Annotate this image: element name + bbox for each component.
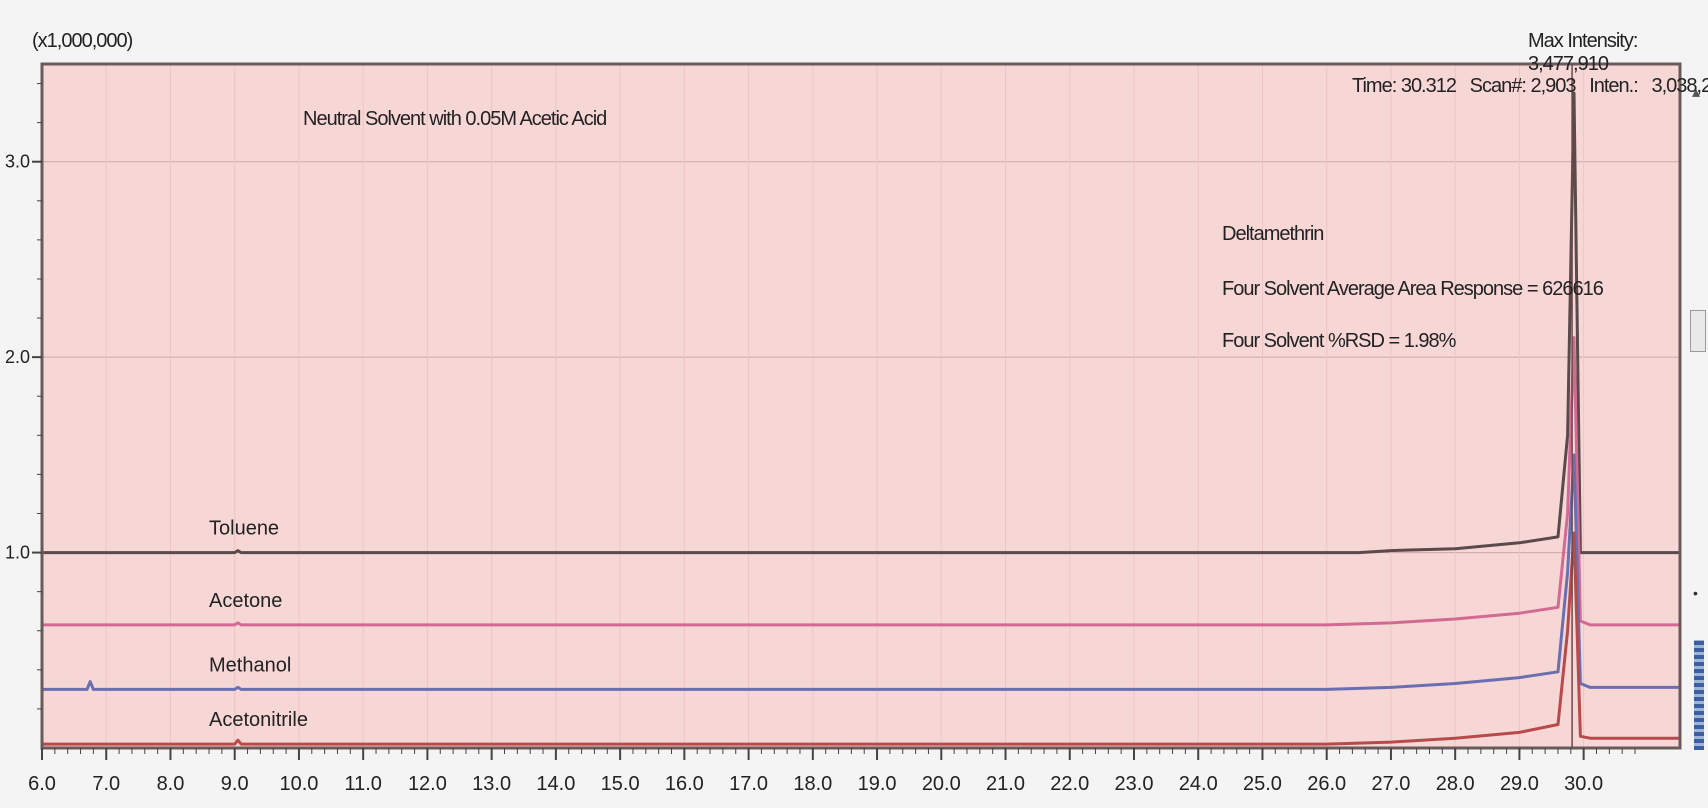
x-tick-label: 10.0 [279,773,318,795]
annotation-line-3: Four Solvent %RSD = 1.98% [1222,330,1456,352]
side-link-strip[interactable] [1694,640,1704,750]
series-label-acetonitrile: Acetonitrile [209,709,308,731]
grid-lines [41,64,1680,748]
x-tick-label: 22.0 [1050,773,1089,795]
x-tick-label: 27.0 [1371,773,1410,795]
chart-title: Neutral Solvent with 0.05M Acetic Acid [303,108,607,130]
side-scrollbar-thumb[interactable] [1690,310,1706,352]
x-tick-label: 16.0 [665,773,704,795]
plot-frame [40,62,1682,750]
x-tick-label: 25.0 [1243,773,1282,795]
x-tick-label: 21.0 [986,773,1025,795]
series-line-toluene [42,91,1680,555]
annotation-line-2: Four Solvent Average Area Response = 626… [1222,278,1604,300]
series-label-acetone: Acetone [209,590,282,612]
annotation-line-1: Deltamethrin [1222,223,1324,245]
side-marker-icon: • [1693,585,1698,601]
x-tick-label: 15.0 [601,773,640,795]
x-tick-label: 23.0 [1115,773,1154,795]
x-tick-label: 8.0 [157,773,185,795]
scroll-up-icon[interactable]: ▴ [1692,84,1701,101]
series-label-toluene: Toluene [209,518,279,540]
x-tick-label: 9.0 [221,773,249,795]
series-label-methanol: Methanol [209,654,291,676]
x-tick-label: 20.0 [922,773,961,795]
series-lines [42,91,1680,746]
max-intensity-readout: Max Intensity: 3,477,910 [1528,30,1638,75]
series-line-acetonitrile [42,531,1680,746]
x-tick-label: 18.0 [793,773,832,795]
x-tick-label: 30.0 [1564,773,1603,795]
y-tick-label: 2.0 [5,347,30,367]
cursor-readout: Time: 30.312 Scan#: 2,903 Inten.: 3,038,… [1352,75,1708,97]
x-tick-label: 29.0 [1500,773,1539,795]
y-scale-readout: (x1,000,000) [32,30,133,52]
x-tick-label: 12.0 [408,773,447,795]
y-axis: 1.0 2.0 3.0 [5,83,42,710]
x-tick-label: 17.0 [729,773,768,795]
x-tick-label: 7.0 [92,773,120,795]
x-tick-label: 24.0 [1179,773,1218,795]
x-tick-label: 11.0 [344,773,381,795]
x-tick-label: 28.0 [1436,773,1475,795]
series-line-methanol [42,453,1680,691]
x-tick-label: 13.0 [472,773,511,795]
x-tick-label: 26.0 [1307,773,1346,795]
series-labels: Toluene Acetone Methanol Acetonitrile [209,518,308,732]
x-axis: 6.0 7.0 8.0 9.0 10.0 11.0 12.0 13.0 14.0 15.0 16.0… [28,748,1636,795]
plot-area [42,64,1680,748]
y-tick-label: 1.0 [5,543,30,563]
x-tick-label: 19.0 [858,773,897,795]
x-tick-label: 6.0 [28,773,56,795]
x-tick-label: 14.0 [536,773,575,795]
y-tick-label: 3.0 [5,152,30,172]
series-line-acetone [42,336,1680,627]
